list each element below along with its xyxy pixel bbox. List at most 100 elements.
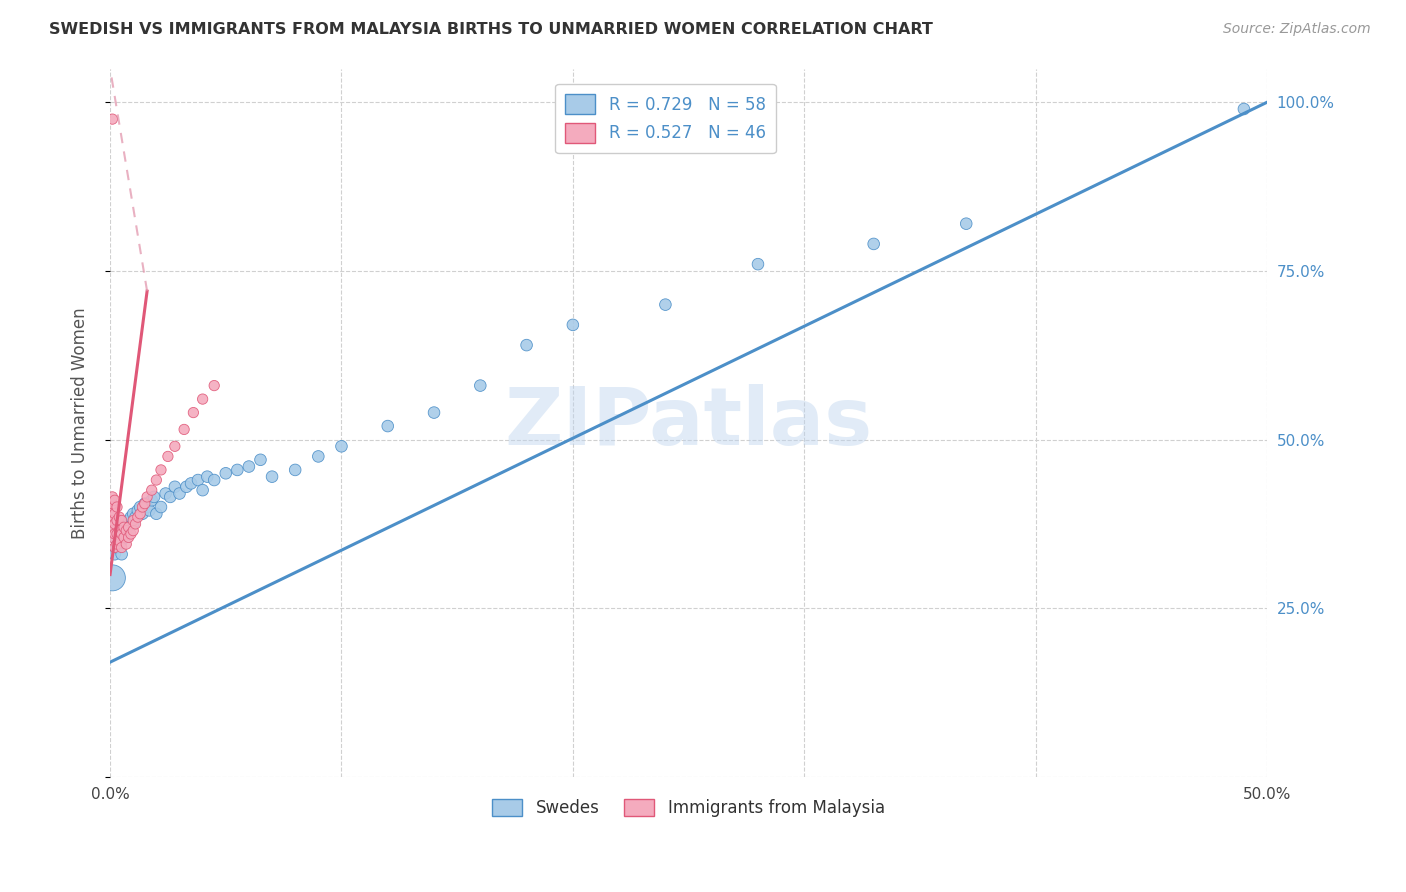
Point xyxy=(238,459,260,474)
Point xyxy=(191,392,214,406)
Point xyxy=(101,571,124,585)
Point xyxy=(108,510,131,524)
Point xyxy=(101,514,124,528)
Point xyxy=(134,497,156,511)
Point xyxy=(101,490,124,504)
Point xyxy=(145,473,167,487)
Point xyxy=(226,463,249,477)
Point xyxy=(138,503,160,517)
Point xyxy=(111,520,134,534)
Point xyxy=(111,527,134,541)
Point xyxy=(134,497,156,511)
Point xyxy=(423,406,446,420)
Point xyxy=(105,541,128,555)
Text: SWEDISH VS IMMIGRANTS FROM MALAYSIA BIRTHS TO UNMARRIED WOMEN CORRELATION CHART: SWEDISH VS IMMIGRANTS FROM MALAYSIA BIRT… xyxy=(49,22,934,37)
Point xyxy=(122,516,145,531)
Point xyxy=(105,527,128,541)
Point xyxy=(104,493,127,508)
Point xyxy=(129,507,152,521)
Point xyxy=(191,483,214,498)
Point xyxy=(156,450,179,464)
Point xyxy=(862,236,884,251)
Point xyxy=(101,520,124,534)
Point xyxy=(169,486,191,500)
Point xyxy=(955,217,977,231)
Point xyxy=(195,469,218,483)
Point xyxy=(104,541,127,555)
Point xyxy=(163,439,186,453)
Point xyxy=(249,452,271,467)
Point xyxy=(104,530,127,544)
Point xyxy=(111,541,134,555)
Point xyxy=(108,537,131,551)
Point xyxy=(120,510,142,524)
Point xyxy=(112,530,135,544)
Point xyxy=(129,500,152,514)
Point xyxy=(215,467,238,481)
Point xyxy=(111,514,134,528)
Point xyxy=(124,510,146,524)
Point xyxy=(202,378,225,392)
Point xyxy=(260,469,283,483)
Point xyxy=(115,516,138,531)
Point xyxy=(115,527,138,541)
Text: Source: ZipAtlas.com: Source: ZipAtlas.com xyxy=(1223,22,1371,37)
Point xyxy=(108,524,131,538)
Point xyxy=(284,463,307,477)
Point xyxy=(145,507,167,521)
Point xyxy=(149,500,172,514)
Point xyxy=(105,527,128,541)
Point xyxy=(561,318,583,332)
Point xyxy=(747,257,769,271)
Point xyxy=(120,527,142,541)
Point xyxy=(117,530,139,544)
Point xyxy=(159,490,181,504)
Point xyxy=(163,480,186,494)
Point xyxy=(330,439,353,453)
Point xyxy=(104,516,127,531)
Point xyxy=(101,530,124,544)
Point xyxy=(1233,102,1256,116)
Point xyxy=(108,524,131,538)
Point xyxy=(141,483,163,498)
Point xyxy=(127,503,149,517)
Point xyxy=(149,463,172,477)
Point xyxy=(105,537,128,551)
Point xyxy=(141,493,163,508)
Point xyxy=(112,520,135,534)
Point xyxy=(115,524,138,538)
Point xyxy=(470,378,492,392)
Point xyxy=(112,530,135,544)
Y-axis label: Births to Unmarried Women: Births to Unmarried Women xyxy=(72,307,89,539)
Point xyxy=(136,500,159,514)
Point xyxy=(131,507,153,521)
Point xyxy=(104,547,127,561)
Point xyxy=(112,520,135,534)
Point xyxy=(104,507,127,521)
Point xyxy=(104,527,127,541)
Point xyxy=(183,406,205,420)
Point xyxy=(111,547,134,561)
Point xyxy=(108,533,131,548)
Point xyxy=(173,422,195,436)
Text: ZIPatlas: ZIPatlas xyxy=(505,384,873,462)
Point xyxy=(105,514,128,528)
Point xyxy=(180,476,202,491)
Point xyxy=(122,507,145,521)
Point xyxy=(101,112,124,127)
Point xyxy=(654,298,676,312)
Point xyxy=(377,419,399,434)
Point xyxy=(187,473,209,487)
Point xyxy=(105,516,128,531)
Point xyxy=(131,500,153,514)
Point xyxy=(115,537,138,551)
Point xyxy=(117,520,139,534)
Point xyxy=(117,514,139,528)
Point xyxy=(516,338,538,352)
Point xyxy=(105,500,128,514)
Point xyxy=(307,450,329,464)
Point xyxy=(176,480,198,494)
Point xyxy=(143,490,166,504)
Point xyxy=(101,497,124,511)
Point xyxy=(122,524,145,538)
